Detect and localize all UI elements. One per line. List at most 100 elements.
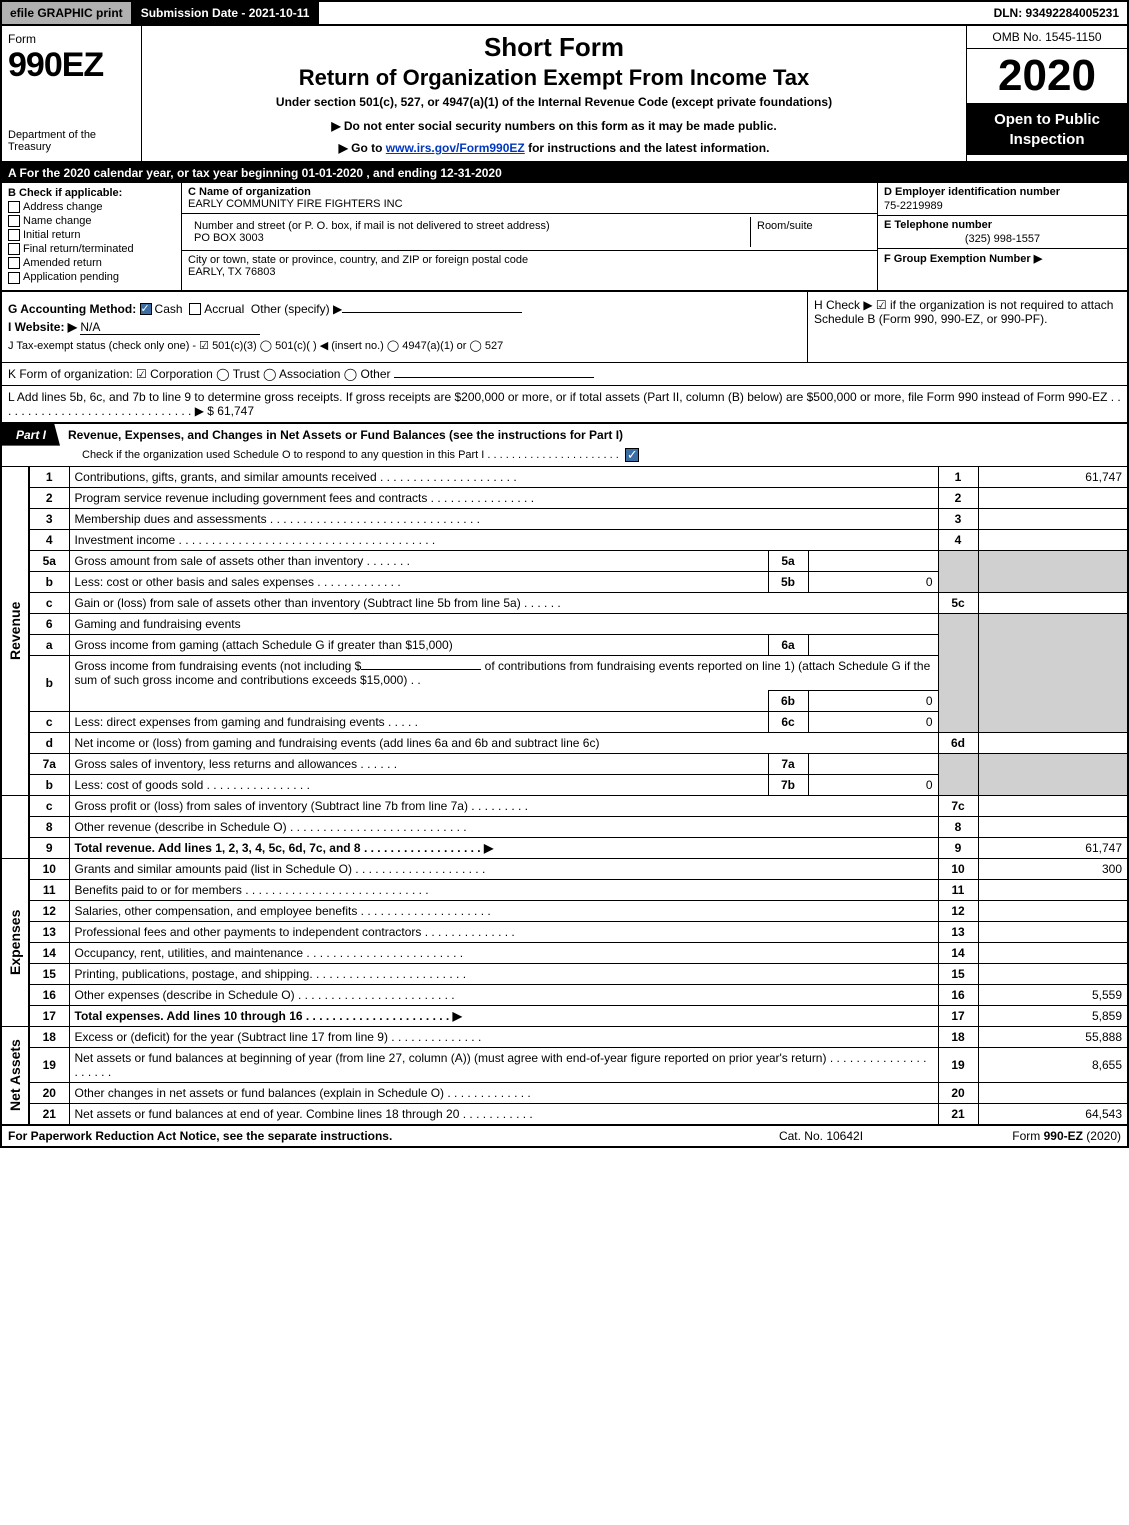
line-5a-desc: Gross amount from sale of assets other t… — [69, 550, 768, 571]
line-15-amt — [978, 963, 1128, 984]
phone-cell: E Telephone number (325) 998-1557 — [878, 216, 1127, 249]
chk-address-change[interactable]: Address change — [8, 201, 175, 213]
header-right: OMB No. 1545-1150 2020 Open to Public In… — [967, 26, 1127, 161]
line-14-desc: Occupancy, rent, utilities, and maintena… — [69, 942, 938, 963]
block-gh: G Accounting Method: Cash Accrual Other … — [0, 292, 1129, 363]
line-21-num: 21 — [29, 1103, 69, 1124]
line-6d-amt — [978, 732, 1128, 753]
line-17-amt: 5,859 — [978, 1005, 1128, 1026]
line-18-box: 18 — [938, 1026, 978, 1047]
line-7c-amt — [978, 795, 1128, 816]
gray-6-amt — [978, 613, 1128, 732]
line-5c-box: 5c — [938, 592, 978, 613]
line-1-amt: 61,747 — [978, 466, 1128, 487]
street-cell: Number and street (or P. O. box, if mail… — [188, 217, 751, 247]
line-6c-num: c — [29, 711, 69, 732]
line-1-box: 1 — [938, 466, 978, 487]
chk-name-change[interactable]: Name change — [8, 215, 175, 227]
line-8-num: 8 — [29, 816, 69, 837]
line-18-desc: Excess or (deficit) for the year (Subtra… — [69, 1026, 938, 1047]
col-b: B Check if applicable: Address change Na… — [2, 183, 182, 290]
room-suite: Room/suite — [751, 217, 871, 247]
part-1-header: Part I Revenue, Expenses, and Changes in… — [2, 423, 1127, 446]
other-specify-input[interactable] — [342, 312, 522, 313]
chk-application-pending[interactable]: Application pending — [8, 271, 175, 283]
goto-line: ▶ Go to www.irs.gov/Form990EZ for instru… — [152, 141, 956, 155]
chk-final-return[interactable]: Final return/terminated — [8, 243, 175, 255]
line-6c-sub: 6c — [768, 711, 808, 732]
line-19-num: 19 — [29, 1047, 69, 1082]
line-6b-sub: 6b — [768, 690, 808, 711]
form-header: Form 990EZ Department of the Treasury Sh… — [0, 26, 1129, 163]
line-9-box: 9 — [938, 837, 978, 858]
spacer — [319, 2, 985, 24]
line-8-desc: Other revenue (describe in Schedule O) .… — [69, 816, 938, 837]
omb-number: OMB No. 1545-1150 — [967, 26, 1127, 49]
other-org-input[interactable] — [394, 377, 594, 378]
line-9-amt: 61,747 — [978, 837, 1128, 858]
line-10-amt: 300 — [978, 858, 1128, 879]
line-20-desc: Other changes in net assets or fund bala… — [69, 1082, 938, 1103]
line-11-num: 11 — [29, 879, 69, 900]
chk-amended-return[interactable]: Amended return — [8, 257, 175, 269]
irs-link[interactable]: www.irs.gov/Form990EZ — [386, 141, 525, 155]
line-17-desc: Total expenses. Add lines 10 through 16 … — [69, 1005, 938, 1026]
block-bcd: B Check if applicable: Address change Na… — [0, 183, 1129, 292]
line-5b-subval: 0 — [808, 571, 938, 592]
line-6d-box: 6d — [938, 732, 978, 753]
line-6d-desc: Net income or (loss) from gaming and fun… — [69, 732, 938, 753]
header-center: Short Form Return of Organization Exempt… — [142, 26, 967, 161]
ein-label: D Employer identification number — [884, 186, 1121, 198]
row-a-tax-year: A For the 2020 calendar year, or tax yea… — [0, 163, 1129, 183]
group-exemption-label: F Group Exemption Number ▶ — [884, 253, 1042, 265]
page-footer: For Paperwork Reduction Act Notice, see … — [0, 1125, 1129, 1148]
line-19-desc: Net assets or fund balances at beginning… — [69, 1047, 938, 1082]
line-13-num: 13 — [29, 921, 69, 942]
line-7a-desc: Gross sales of inventory, less returns a… — [69, 753, 768, 774]
line-13-amt — [978, 921, 1128, 942]
under-section: Under section 501(c), 527, or 4947(a)(1)… — [152, 95, 956, 109]
line-6a-desc: Gross income from gaming (attach Schedul… — [69, 634, 768, 655]
line-13-box: 13 — [938, 921, 978, 942]
line-21-desc: Net assets or fund balances at end of ye… — [69, 1103, 938, 1124]
line-4-desc: Investment income . . . . . . . . . . . … — [69, 529, 938, 550]
line-9-desc: Total revenue. Add lines 1, 2, 3, 4, 5c,… — [69, 837, 938, 858]
line-7a-sub: 7a — [768, 753, 808, 774]
chk-accrual[interactable] — [189, 303, 201, 315]
phone-label: E Telephone number — [884, 219, 1121, 231]
line-6a-subval — [808, 634, 938, 655]
line-9-num: 9 — [29, 837, 69, 858]
goto-post: for instructions and the latest informat… — [525, 141, 770, 155]
line-17-num: 17 — [29, 1005, 69, 1026]
line-5c-amt — [978, 592, 1128, 613]
chk-cash[interactable] — [140, 303, 152, 315]
line-15-num: 15 — [29, 963, 69, 984]
form-number: 990EZ — [8, 46, 135, 85]
line-7b-num: b — [29, 774, 69, 795]
line-16-num: 16 — [29, 984, 69, 1005]
city-cell: City or town, state or province, country… — [182, 251, 877, 281]
col-b-label: B Check if applicable: — [8, 187, 175, 199]
line-14-box: 14 — [938, 942, 978, 963]
schedule-o-checkbox[interactable] — [625, 448, 639, 462]
line-6b-desc2 — [69, 690, 768, 711]
line-6c-desc: Less: direct expenses from gaming and fu… — [69, 711, 768, 732]
city-value: EARLY, TX 76803 — [188, 266, 275, 278]
line-5b-sub: 5b — [768, 571, 808, 592]
gray-5-amt — [978, 550, 1128, 592]
chk-initial-return[interactable]: Initial return — [8, 229, 175, 241]
line-5c-desc: Gain or (loss) from sale of assets other… — [69, 592, 938, 613]
efile-print[interactable]: efile GRAPHIC print — [2, 2, 133, 24]
line-14-amt — [978, 942, 1128, 963]
org-name: EARLY COMMUNITY FIRE FIGHTERS INC — [188, 198, 403, 210]
line-12-desc: Salaries, other compensation, and employ… — [69, 900, 938, 921]
line-18-num: 18 — [29, 1026, 69, 1047]
ssn-warning: ▶ Do not enter social security numbers o… — [152, 119, 956, 133]
line-3-num: 3 — [29, 508, 69, 529]
return-title: Return of Organization Exempt From Incom… — [152, 65, 956, 91]
line-1-num: 1 — [29, 466, 69, 487]
city-label: City or town, state or province, country… — [188, 254, 528, 266]
footer-left: For Paperwork Reduction Act Notice, see … — [8, 1129, 721, 1143]
line-6-desc: Gaming and fundraising events — [69, 613, 938, 634]
col-gij: G Accounting Method: Cash Accrual Other … — [2, 292, 807, 362]
